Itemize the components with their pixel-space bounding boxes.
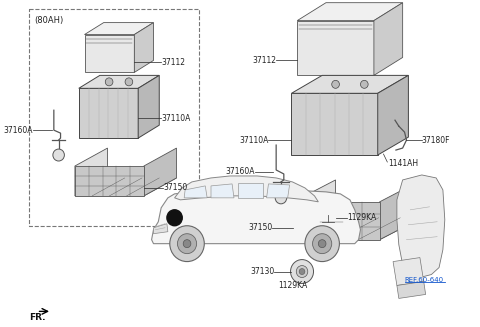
Circle shape <box>318 240 326 248</box>
Text: 37110A: 37110A <box>161 114 191 123</box>
Circle shape <box>105 78 113 86</box>
Circle shape <box>305 226 339 262</box>
Polygon shape <box>211 184 234 198</box>
Polygon shape <box>266 184 289 198</box>
Circle shape <box>125 78 133 86</box>
Polygon shape <box>293 218 422 240</box>
Polygon shape <box>393 258 424 285</box>
Polygon shape <box>79 88 138 138</box>
Circle shape <box>183 240 191 248</box>
Text: FR.: FR. <box>29 313 46 322</box>
Circle shape <box>53 149 64 161</box>
Bar <box>29 9 200 226</box>
Polygon shape <box>138 76 159 138</box>
Circle shape <box>290 260 313 284</box>
Polygon shape <box>297 3 403 21</box>
Text: 37150: 37150 <box>163 183 187 192</box>
Polygon shape <box>79 76 159 88</box>
Polygon shape <box>152 191 360 244</box>
Circle shape <box>178 234 197 254</box>
Text: 37110A: 37110A <box>239 136 268 145</box>
Polygon shape <box>380 180 422 240</box>
Polygon shape <box>293 202 380 240</box>
Polygon shape <box>144 148 177 196</box>
Polygon shape <box>84 23 154 35</box>
Text: 37150: 37150 <box>248 223 272 232</box>
Polygon shape <box>75 178 177 196</box>
Polygon shape <box>75 166 144 196</box>
Polygon shape <box>84 35 134 72</box>
Circle shape <box>167 210 182 226</box>
Polygon shape <box>291 93 378 155</box>
Text: 37180F: 37180F <box>422 136 450 145</box>
Text: 37112: 37112 <box>161 58 185 67</box>
Circle shape <box>299 268 305 275</box>
Polygon shape <box>378 76 408 155</box>
Text: REF.60-640: REF.60-640 <box>405 277 444 283</box>
Polygon shape <box>134 23 154 72</box>
Polygon shape <box>75 148 108 196</box>
Polygon shape <box>293 180 336 240</box>
Circle shape <box>312 234 332 254</box>
Text: 1141AH: 1141AH <box>388 159 419 167</box>
Text: 37112: 37112 <box>252 56 276 65</box>
Polygon shape <box>374 3 403 76</box>
Polygon shape <box>238 183 263 198</box>
Circle shape <box>170 226 204 262</box>
Circle shape <box>332 80 339 88</box>
Text: 1129KA: 1129KA <box>347 213 376 222</box>
Polygon shape <box>397 175 445 278</box>
Text: 37130: 37130 <box>250 267 274 276</box>
Polygon shape <box>291 76 408 93</box>
Circle shape <box>296 266 308 278</box>
Polygon shape <box>184 186 207 198</box>
Text: 37160A: 37160A <box>226 167 255 177</box>
Text: 37160A: 37160A <box>3 126 33 135</box>
Text: 1129KA: 1129KA <box>278 281 307 290</box>
Polygon shape <box>297 21 374 76</box>
Polygon shape <box>154 224 168 234</box>
Text: (80AH): (80AH) <box>35 16 64 25</box>
Polygon shape <box>175 176 318 202</box>
Circle shape <box>275 192 287 204</box>
Polygon shape <box>397 282 426 299</box>
Circle shape <box>360 80 368 88</box>
